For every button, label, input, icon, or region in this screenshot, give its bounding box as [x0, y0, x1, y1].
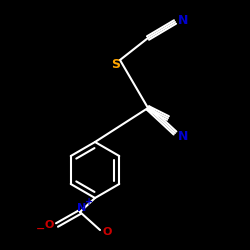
Text: O: O: [102, 227, 112, 237]
Text: O: O: [44, 220, 54, 230]
Text: N: N: [178, 130, 188, 142]
Text: N: N: [178, 14, 188, 26]
Text: +: +: [85, 197, 93, 207]
Text: N: N: [78, 203, 87, 213]
Text: −: −: [36, 224, 46, 234]
Text: S: S: [112, 58, 120, 70]
